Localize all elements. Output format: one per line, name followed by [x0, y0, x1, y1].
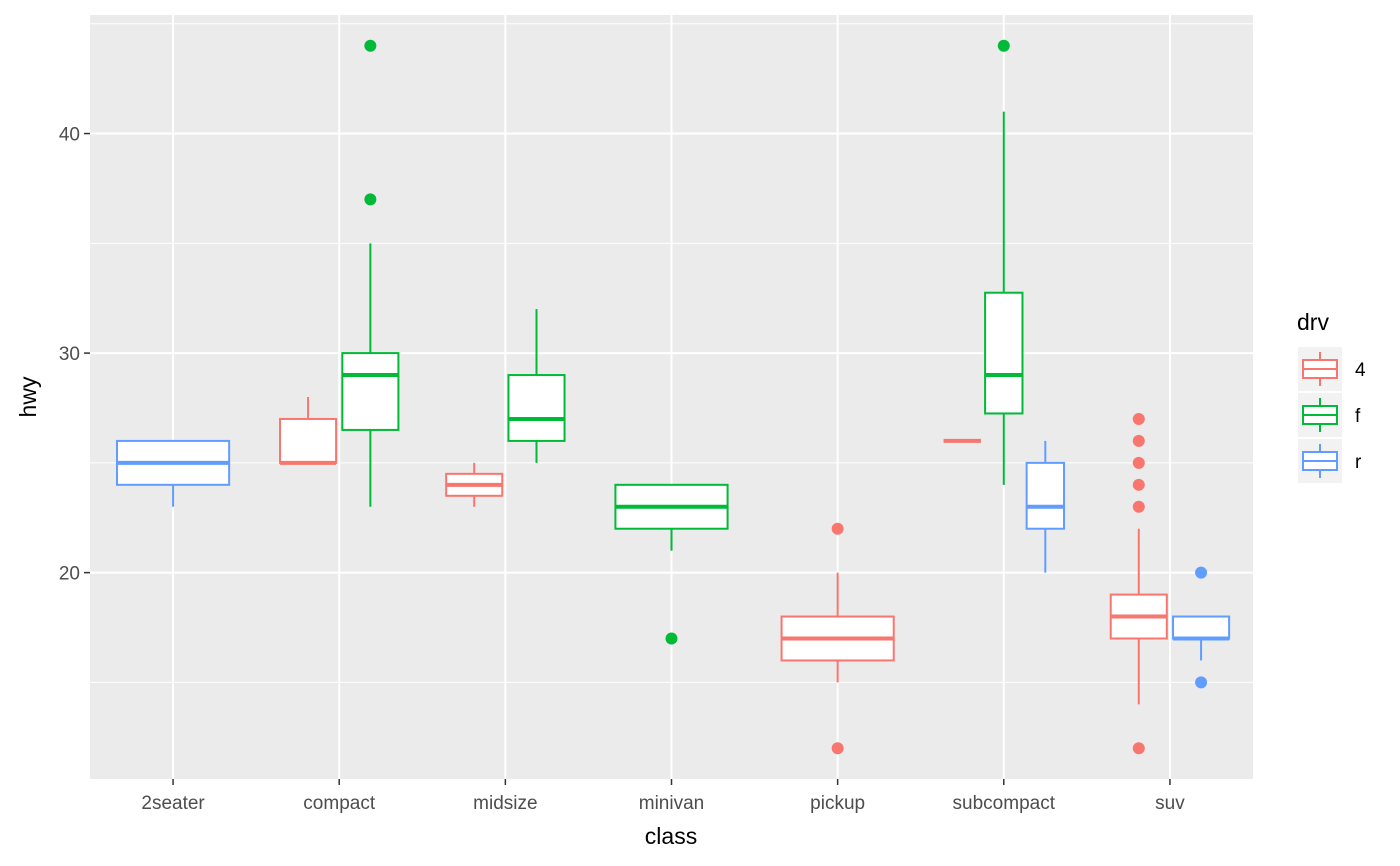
outlier-point [364, 193, 377, 206]
x-tick-label: compact [303, 793, 376, 814]
outlier-point [997, 39, 1010, 52]
box-2seater-r [115, 439, 231, 507]
y-tick-label: 40 [59, 125, 80, 146]
box-suv-r [1172, 566, 1231, 689]
outlier-point [665, 632, 678, 645]
x-tick-label: 2seater [141, 793, 205, 814]
box-body [279, 417, 338, 464]
box-body [341, 352, 400, 431]
outlier-point [1195, 566, 1208, 579]
outlier-point [831, 522, 844, 535]
box-body [1172, 615, 1231, 640]
box-suv-4 [1109, 412, 1168, 755]
outlier-point [1132, 478, 1145, 491]
y-tick-label: 20 [59, 564, 80, 585]
x-tick-label: minivan [639, 793, 704, 814]
x-tick-label: pickup [810, 793, 865, 814]
x-axis-title: class [645, 823, 697, 849]
box-midsize-4 [445, 462, 504, 507]
box-midsize-f [507, 309, 566, 463]
outlier-point [1132, 434, 1145, 447]
legend: drv 4 f r [1297, 309, 1366, 483]
y-axis: 20 30 40 [59, 125, 90, 585]
outlier-point [831, 742, 844, 755]
y-axis-title: hwy [15, 376, 41, 417]
legend-label: r [1355, 452, 1362, 473]
box-minivan-f [614, 483, 729, 645]
box-compact-f [341, 39, 400, 507]
outlier-point [1132, 742, 1145, 755]
y-tick-label: 30 [59, 344, 80, 365]
x-tick-label: midsize [473, 793, 537, 814]
x-axis: 2seater compact midsize minivan pickup subcom… [141, 779, 1185, 814]
outlier-point [1132, 500, 1145, 513]
box-pickup-4 [780, 522, 895, 755]
legend-label: f [1355, 406, 1361, 427]
box-body [1025, 461, 1066, 530]
x-tick-label: suv [1155, 793, 1185, 814]
box-subcompact-r [1025, 440, 1066, 573]
outlier-point [1132, 412, 1145, 425]
box-subcompact-f [984, 39, 1024, 485]
x-tick-label: subcompact [953, 793, 1056, 814]
box-compact-4 [279, 397, 338, 465]
box-body [507, 374, 566, 442]
grid [90, 15, 1253, 779]
outlier-point [1132, 456, 1145, 469]
boxes [115, 39, 1231, 755]
legend-title: drv [1297, 309, 1329, 335]
legend-label: 4 [1355, 360, 1366, 381]
outlier-point [364, 39, 377, 52]
outlier-point [1195, 676, 1208, 689]
box-body [984, 291, 1024, 415]
